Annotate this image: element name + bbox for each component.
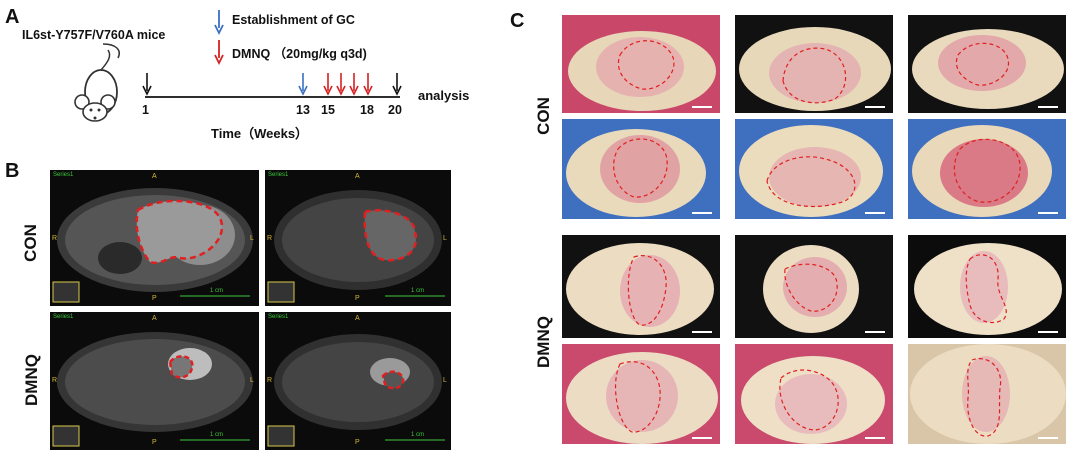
orient-left: R — [267, 235, 273, 242]
orient-left: R — [267, 377, 273, 384]
stomach-photo-con-2 — [735, 15, 893, 113]
series-label: Series1 — [268, 314, 289, 320]
scale-text: 1 cm — [210, 432, 224, 438]
dmnq-arrow-icon — [214, 40, 224, 66]
mouse-icon — [74, 43, 120, 122]
tick-18: 18 — [360, 103, 374, 117]
orient-bottom: P — [152, 295, 157, 302]
scale-text: 1 cm — [411, 288, 425, 294]
legend-gc-label: Establishment of GC — [232, 13, 355, 27]
panel-a-letter: A — [5, 6, 20, 28]
stomach-photo-con-6 — [908, 119, 1066, 219]
tick-1: 1 — [142, 103, 149, 117]
orient-right: L — [250, 235, 254, 242]
stomach-photo-dmnq-1 — [562, 235, 720, 338]
stomach-photo-con-3 — [908, 15, 1066, 113]
panel-b-row-label-con: CON — [20, 224, 40, 262]
stomach-photo-dmnq-2 — [735, 235, 893, 338]
orient-left: R — [52, 377, 58, 384]
mri-con-1: Series1 A P R L 1 cm — [50, 170, 259, 306]
tick-15: 15 — [321, 103, 335, 117]
series-label: Series1 — [268, 172, 289, 178]
orient-right: L — [250, 377, 254, 384]
mri-dmnq-2: Series1 A P R L 1 cm — [265, 312, 451, 450]
orient-top: A — [152, 315, 157, 322]
orient-bottom: P — [355, 295, 360, 302]
orient-bottom: P — [152, 439, 157, 446]
orient-left: R — [52, 235, 58, 242]
orient-bottom: P — [355, 439, 360, 446]
series-label: Series1 — [53, 314, 74, 320]
stomach-photo-dmnq-4 — [562, 344, 720, 444]
panel-b-letter: B — [5, 160, 20, 182]
stomach-photo-con-1 — [562, 15, 720, 113]
stomach-photo-dmnq-5 — [735, 344, 893, 444]
tick-13: 13 — [296, 103, 310, 117]
legend-dmnq-label: DMNQ （20mg/kg q3d) — [232, 47, 367, 61]
orient-top: A — [355, 173, 360, 180]
time-axis-label: Time（Weeks） — [211, 126, 309, 141]
tick-20: 20 — [388, 103, 402, 117]
stomach-photo-dmnq-6 — [908, 344, 1066, 444]
gc-arrow-icon — [214, 10, 224, 36]
stomach-photo-con-5 — [735, 119, 893, 219]
scale-text: 1 cm — [411, 432, 425, 438]
stomach-photo-dmnq-3 — [908, 235, 1066, 338]
timeline-axis — [142, 73, 402, 98]
series-label: Series1 — [53, 172, 74, 178]
panel-c-letter: C — [510, 10, 525, 32]
orient-right: L — [443, 235, 447, 242]
mouse-strain-label: IL6st-Y757F/V760A mice — [22, 28, 166, 42]
mri-dmnq-1: Series1 A P R L 1 cm — [50, 312, 259, 450]
mri-con-2: Series1 A P R L 1 cm — [265, 170, 451, 306]
panel-b-row-label-dmnq: DMNQ — [21, 354, 41, 406]
orient-right: L — [443, 377, 447, 384]
panel-c-row-label-dmnq: DMNQ — [533, 316, 553, 368]
panel-c-row-label-con: CON — [533, 97, 553, 135]
stomach-photo-con-4 — [562, 119, 720, 219]
orient-top: A — [355, 315, 360, 322]
scale-text: 1 cm — [210, 288, 224, 294]
orient-top: A — [152, 173, 157, 180]
analysis-label: analysis — [418, 88, 470, 103]
